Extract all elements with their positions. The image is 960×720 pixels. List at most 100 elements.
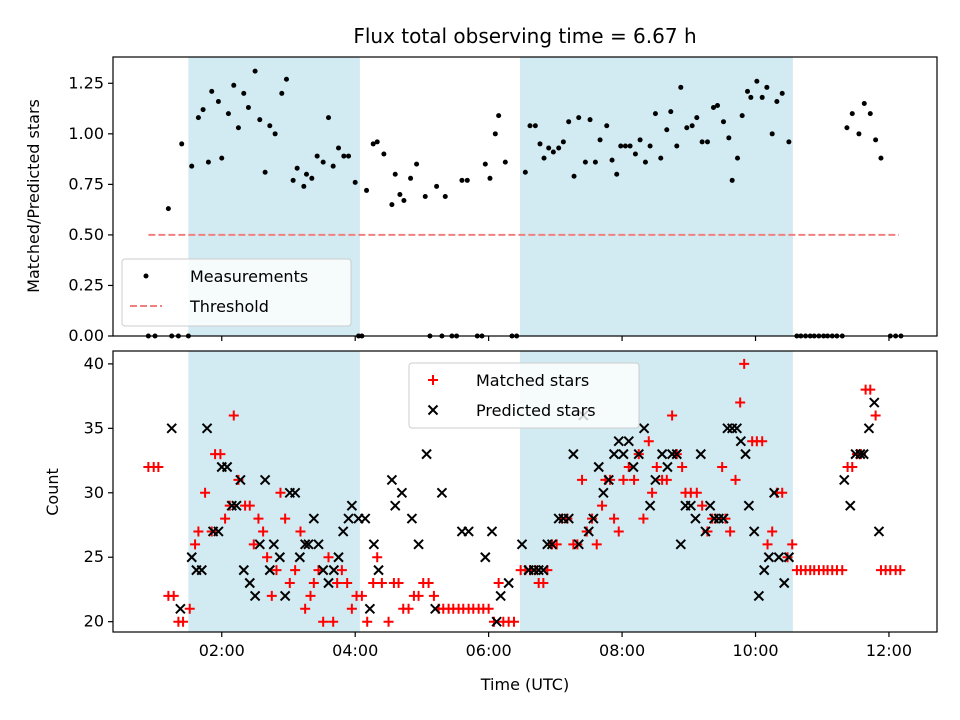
bottom-xtick-label-5: 12:00 — [866, 641, 912, 660]
top-measurements-point-15 — [231, 82, 237, 88]
bottom-legend-predicted-stars-label: Predicted stars — [476, 401, 596, 420]
bottom-predicted-stars-point-20 — [274, 552, 286, 563]
bottom-predicted-stars-point-23 — [289, 487, 301, 498]
bottom-predicted-stars-point-79 — [633, 448, 644, 460]
bottom-legend-matched-stars-marker — [428, 375, 438, 385]
top-measurements-point-36 — [341, 153, 347, 159]
top-measurements-point-47 — [397, 191, 403, 197]
top-measurements-point-136 — [861, 101, 867, 106]
bottom-predicted-stars-point-110 — [783, 552, 795, 563]
bottom-matched-stars-point-43 — [356, 590, 367, 601]
top-measurements-point-119 — [774, 98, 780, 104]
bottom-matched-stars-point-27 — [280, 513, 291, 524]
bottom-predicted-stars-point-47 — [430, 603, 441, 615]
bottom-matched-stars-point-108 — [677, 462, 688, 473]
bottom-predicted-stars-point-60 — [538, 564, 549, 576]
bottom-matched-stars-point-26 — [275, 487, 286, 498]
top-measurements-point-107 — [714, 103, 720, 109]
bottom-xtick-label-3: 08:00 — [599, 641, 645, 660]
bottom-matched-stars-point-101 — [643, 436, 654, 447]
top-measurements-point-37 — [346, 153, 352, 159]
bottom-predicted-stars-point-65 — [563, 513, 574, 524]
bottom-predicted-stars-point-9 — [221, 461, 233, 473]
bottom-matched-stars-point-87 — [577, 474, 588, 485]
bottom-matched-stars-point-128 — [777, 487, 788, 498]
bottom-matched-stars-point-7 — [184, 603, 195, 614]
top-axes-frame — [112, 56, 938, 337]
bottom-predicted-stars-point-86 — [671, 448, 682, 460]
top-measurements-point-21 — [262, 169, 268, 175]
bottom-predicted-stars-point-108 — [773, 552, 785, 563]
top-measurements-point-110 — [729, 177, 735, 183]
bottom-predicted-stars-point-92 — [700, 526, 711, 537]
top-measurements-point-74 — [546, 145, 552, 151]
top-measurements-point-64 — [492, 131, 498, 137]
bottom-predicted-stars-point-116 — [863, 423, 875, 434]
bottom-predicted-stars-point-11 — [231, 500, 242, 511]
bottom-matched-stars-point-33 — [308, 578, 319, 589]
bottom-matched-stars-point-47 — [376, 578, 387, 589]
top-measurements-point-98 — [668, 109, 674, 115]
bottom-matched-stars-point-52 — [403, 603, 414, 614]
bottom-matched-stars-point-20 — [248, 539, 259, 550]
top-measurements-point-112 — [739, 113, 745, 119]
top-measurements-point-58 — [459, 177, 465, 183]
bottom-predicted-stars-point-26 — [303, 539, 314, 550]
bottom-predicted-stars-point-24 — [294, 552, 306, 563]
bottom-predicted-stars-point-89 — [685, 500, 697, 511]
top-measurements-point-93 — [642, 159, 648, 165]
bottom-predicted-stars-point-72 — [598, 487, 609, 498]
top-measurements-point-19 — [252, 68, 258, 74]
bottom-matched-stars-point-37 — [328, 616, 339, 627]
bottom-predicted-stars-point-25 — [299, 539, 311, 550]
top-measurements-point-34 — [330, 163, 336, 169]
bottom-matched-stars-point-112 — [697, 500, 708, 511]
top-measurements-point-63 — [487, 175, 493, 181]
bottom-matched-stars-point-28 — [284, 578, 295, 589]
bottom-predicted-stars-point-45 — [413, 539, 424, 550]
bottom-matched-stars-point-46 — [372, 552, 383, 563]
bottom-matched-stars-point-118 — [725, 526, 736, 537]
bottom-matched-stars-point-56 — [423, 578, 434, 589]
bottom-predicted-stars-point-96 — [718, 513, 729, 524]
bottom-matched-stars-point-16 — [228, 410, 239, 421]
bottom-predicted-stars-point-13 — [238, 564, 249, 576]
top-measurements-point-101 — [684, 125, 690, 131]
bottom-matched-stars-point-40 — [342, 578, 353, 589]
top-measurements-point-10 — [205, 159, 211, 165]
bottom-predicted-stars-point-5 — [201, 423, 213, 434]
top-measurements-point-79 — [571, 173, 577, 179]
bottom-matched-stars-point-148 — [870, 410, 881, 421]
bottom-predicted-stars-point-55 — [503, 577, 514, 589]
top-measurements-point-105 — [704, 139, 710, 145]
top-measurements-point-13 — [219, 155, 225, 161]
bottom-matched-stars-point-98 — [629, 474, 640, 485]
top-measurements-point-134 — [849, 111, 855, 117]
top-measurements-point-26 — [290, 177, 296, 183]
bottom-predicted-stars-point-112 — [845, 500, 856, 511]
bottom-predicted-stars-point-107 — [768, 487, 780, 498]
bottom-matched-stars-point-44 — [362, 616, 373, 627]
bottom-predicted-stars-point-67 — [573, 539, 584, 550]
bottom-matched-stars-point-2 — [153, 462, 164, 473]
bottom-predicted-stars-point-39 — [368, 539, 380, 550]
top-measurements-point-29 — [303, 171, 309, 177]
bottom-matched-stars-point-121 — [739, 358, 750, 369]
bottom-matched-stars-point-4 — [168, 590, 179, 601]
bottom-predicted-stars-point-90 — [690, 513, 701, 524]
bottom-predicted-stars-point-12 — [235, 474, 246, 486]
top-measurements-point-114 — [748, 94, 754, 100]
top-measurements-point-33 — [326, 115, 332, 121]
bottom-panel-ylabel: Count — [43, 468, 62, 516]
bottom-matched-stars-point-119 — [730, 474, 741, 485]
bottom-xtick-label-2: 06:00 — [466, 641, 512, 660]
top-measurements-point-65 — [496, 113, 502, 119]
top-measurements-point-8 — [195, 115, 201, 121]
top-measurements-point-86 — [609, 157, 615, 163]
top-panel: 0.00 0.25 0.50 0.75 1.00 1.25 Measurements Thre… — [68, 56, 938, 345]
bottom-matched-stars-point-54 — [413, 590, 424, 601]
bottom-predicted-stars-point-100 — [735, 436, 747, 447]
top-measurements-point-46 — [392, 171, 398, 177]
bottom-matched-stars-point-39 — [336, 565, 347, 576]
bottom-xtick-label-0: 02:00 — [199, 641, 245, 660]
